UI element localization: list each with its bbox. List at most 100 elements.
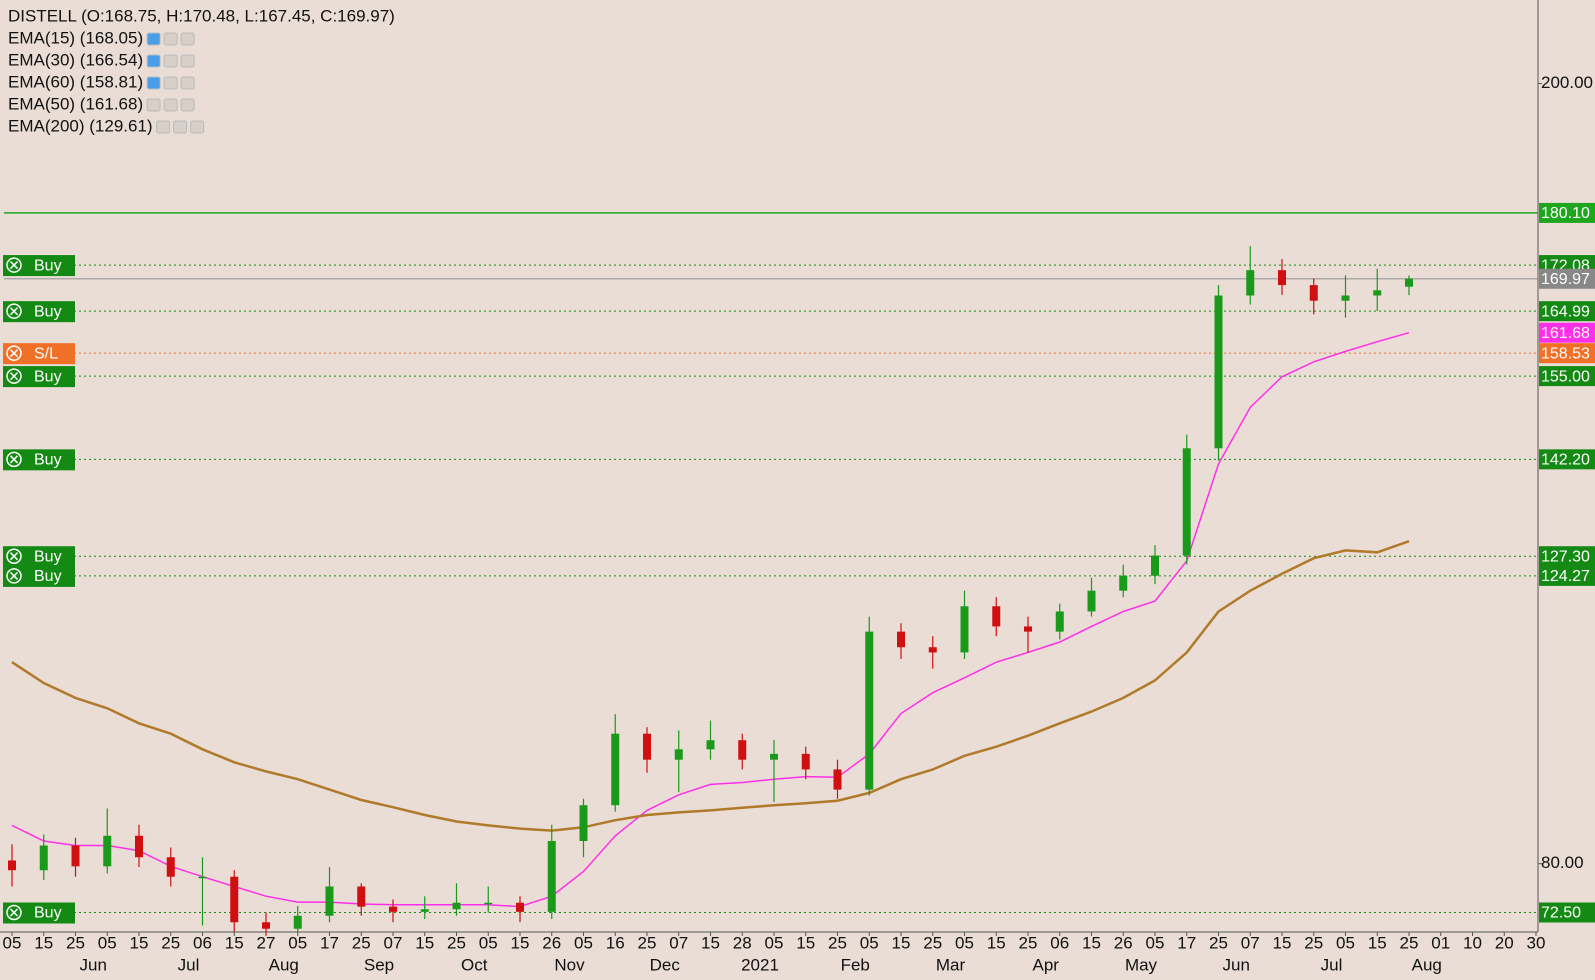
level-price-tag: 155.00 — [1539, 366, 1595, 387]
x-tick-label: 26 — [1114, 933, 1133, 952]
candle-body — [579, 805, 588, 841]
indicator-icon — [163, 32, 178, 46]
order-cancel-x — [9, 908, 19, 917]
level-price-tag: 124.27 — [1539, 565, 1595, 586]
candle-body — [357, 886, 366, 907]
x-tick-label: 05 — [479, 933, 498, 952]
chart-title: DISTELL (O:168.75, H:170.48, L:167.45, C… — [8, 6, 395, 25]
indicator-icon — [146, 54, 161, 68]
order-button-box — [3, 366, 75, 388]
candle-body — [1024, 626, 1032, 632]
order-button[interactable]: Buy — [3, 366, 75, 388]
order-button[interactable]: S/L — [3, 343, 75, 365]
x-tick-label: 05 — [860, 933, 879, 952]
x-tick-label: 15 — [415, 933, 434, 952]
level-price-label: 155.00 — [1541, 368, 1590, 385]
order-button-box — [3, 449, 75, 471]
level-price-box — [1539, 902, 1595, 923]
level-price-box — [1539, 546, 1595, 567]
candle-body — [1341, 295, 1350, 301]
order-button-label: S/L — [34, 345, 58, 362]
indicator-icon — [180, 32, 195, 46]
y-tick-label: 80.00 — [1541, 853, 1584, 872]
level-price-tag: 180.10 — [1539, 202, 1595, 223]
x-tick-label: 25 — [638, 933, 657, 952]
candle-body — [1373, 290, 1382, 296]
month-label: May — [1125, 955, 1158, 974]
x-tick-label: 15 — [130, 933, 149, 952]
level-price-box — [1539, 343, 1595, 364]
level-price-box — [1539, 301, 1595, 322]
x-tick-label: 17 — [320, 933, 339, 952]
ema-line — [11, 540, 1410, 832]
candle-body — [39, 845, 48, 871]
indicator-icon — [146, 76, 161, 90]
x-tick-label: 25 — [1019, 933, 1038, 952]
x-tick-label: 15 — [1273, 933, 1292, 952]
order-button-box — [3, 301, 75, 323]
indicator-icon — [180, 98, 195, 112]
order-button[interactable]: Buy — [3, 301, 75, 323]
level-price-tag: 164.99 — [1539, 301, 1595, 322]
level-price-tag: 127.30 — [1539, 546, 1595, 567]
level-price-label: 158.53 — [1541, 345, 1590, 362]
level-price-box — [1539, 322, 1595, 343]
candle-body — [1182, 448, 1191, 556]
month-label: Jul — [1321, 955, 1343, 974]
x-tick-label: 15 — [701, 933, 720, 952]
order-button[interactable]: Buy — [3, 255, 75, 277]
order-cancel-icon — [6, 548, 22, 564]
candle-body — [389, 906, 397, 912]
order-button[interactable]: Buy — [3, 565, 75, 587]
month-label: Nov — [554, 955, 585, 974]
x-tick-label: 05 — [288, 933, 307, 952]
level-price-label: 164.99 — [1541, 303, 1590, 320]
order-cancel-x — [9, 455, 19, 464]
candle-body — [897, 631, 905, 648]
month-label: Apr — [1033, 955, 1060, 974]
level-price-box — [1539, 366, 1595, 387]
order-button[interactable]: Buy — [3, 902, 75, 924]
order-cancel-x — [9, 261, 19, 270]
x-tick-label: 25 — [352, 933, 371, 952]
x-tick-label: 06 — [1050, 933, 1069, 952]
level-price-label: 72.50 — [1541, 905, 1581, 922]
order-button-label: Buy — [34, 568, 62, 585]
order-button-box — [3, 565, 75, 587]
indicator-icon — [146, 98, 161, 112]
level-price-label: 161.68 — [1541, 325, 1590, 342]
order-button[interactable]: Buy — [3, 546, 75, 568]
x-tick-label: 20 — [1495, 933, 1514, 952]
indicator-icon — [163, 98, 178, 112]
x-tick-label: 26 — [542, 933, 561, 952]
level-price-box — [1539, 449, 1595, 470]
order-cancel-x — [9, 571, 19, 580]
order-cancel-icon — [6, 368, 22, 384]
candle-body — [293, 915, 302, 929]
month-label: Jul — [178, 955, 200, 974]
candle-body — [833, 769, 842, 790]
order-button[interactable]: Buy — [3, 449, 75, 471]
candle-body — [230, 876, 239, 923]
indicator-icon — [163, 76, 178, 90]
x-tick-label: 25 — [161, 933, 180, 952]
order-button-label: Buy — [34, 257, 62, 274]
x-tick-label: 05 — [3, 933, 22, 952]
candle-body — [770, 753, 778, 760]
level-price-tag: 158.53 — [1539, 343, 1595, 364]
x-tick-label: 25 — [1209, 933, 1228, 952]
candle-body — [801, 753, 810, 770]
candle-body — [262, 922, 270, 929]
candle-body — [1405, 278, 1413, 287]
indicator-icon — [190, 120, 205, 134]
order-button-box — [3, 255, 75, 277]
x-tick-label: 25 — [923, 933, 942, 952]
candle-body — [643, 733, 651, 760]
order-button-box — [3, 546, 75, 568]
candle-body — [611, 733, 620, 806]
level-price-box — [1539, 268, 1595, 289]
month-label: 2021 — [741, 955, 779, 974]
level-price-tag: 142.20 — [1539, 449, 1595, 470]
indicator-icon — [180, 76, 195, 90]
order-cancel-icon — [6, 568, 22, 584]
